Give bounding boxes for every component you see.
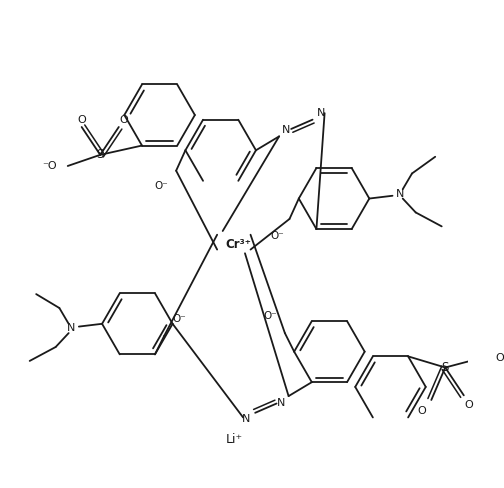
Text: O⁻: O⁻ (495, 353, 504, 363)
Text: N: N (242, 414, 250, 424)
Text: ⁻O: ⁻O (42, 161, 56, 171)
Text: O⁻: O⁻ (154, 181, 168, 190)
Text: N: N (277, 398, 285, 407)
Text: Li⁺: Li⁺ (225, 433, 242, 447)
Text: O: O (418, 406, 426, 416)
Text: O⁻: O⁻ (172, 314, 186, 324)
Text: N: N (67, 324, 76, 333)
Text: O⁻: O⁻ (263, 311, 277, 322)
Text: N: N (317, 108, 325, 118)
Text: O⁻: O⁻ (271, 231, 284, 241)
Text: O: O (464, 400, 473, 409)
Text: O: O (119, 115, 128, 124)
Text: N: N (396, 189, 404, 199)
Text: S: S (97, 148, 104, 162)
Text: N: N (281, 125, 290, 135)
Text: Cr³⁺: Cr³⁺ (225, 239, 251, 251)
Text: S: S (442, 361, 449, 374)
Text: O: O (77, 115, 86, 124)
